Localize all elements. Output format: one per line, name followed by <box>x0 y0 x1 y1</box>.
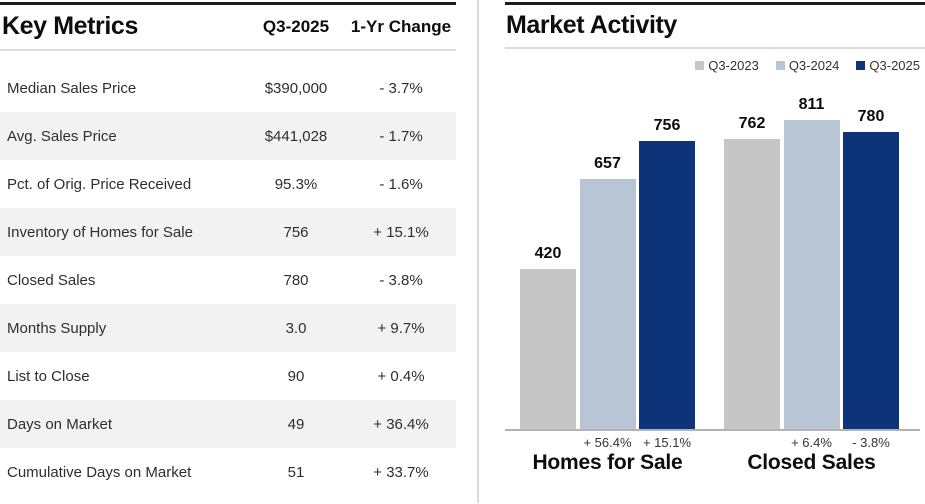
category-label-closed-sales: Closed Sales <box>692 451 925 475</box>
legend-item-q3-2025: Q3-2025 <box>856 58 920 73</box>
chart-baseline <box>505 429 920 431</box>
metric-value: 51 <box>246 464 346 481</box>
legend-swatch-icon <box>776 61 785 70</box>
metric-label: List to Close <box>0 368 246 385</box>
legend-label: Q3-2024 <box>789 58 840 73</box>
metric-label: Months Supply <box>0 320 246 337</box>
metric-change: - 1.7% <box>346 128 456 145</box>
column-header-quarter: Q3-2025 <box>246 17 346 37</box>
bar-value-label: 762 <box>712 115 792 133</box>
metric-label: Days on Market <box>0 416 246 433</box>
metric-value: 49 <box>246 416 346 433</box>
bar-q3-2025-homes-for-sale <box>639 141 695 429</box>
metric-change: + 36.4% <box>346 416 456 433</box>
legend-item-q3-2024: Q3-2024 <box>776 58 840 73</box>
legend-swatch-icon <box>856 61 865 70</box>
legend-label: Q3-2025 <box>869 58 920 73</box>
metric-change: - 3.7% <box>346 80 456 97</box>
metric-value: 756 <box>246 224 346 241</box>
metric-label: Closed Sales <box>0 272 246 289</box>
metric-label: Median Sales Price <box>0 80 246 97</box>
key-metrics-panel: Key Metrics Q3-2025 1-Yr Change Median S… <box>0 0 456 496</box>
bar-q3-2024-closed-sales <box>784 120 840 429</box>
metric-value: 90 <box>246 368 346 385</box>
key-metrics-table: Median Sales Price$390,000- 3.7%Avg. Sal… <box>0 64 456 496</box>
metric-value: 780 <box>246 272 346 289</box>
bar-q3-2023-homes-for-sale <box>520 269 576 429</box>
metric-label: Pct. of Orig. Price Received <box>0 176 246 193</box>
metric-change: + 15.1% <box>346 224 456 241</box>
bar-value-label: 657 <box>568 155 648 173</box>
metric-label: Avg. Sales Price <box>0 128 246 145</box>
pct-change-label: - 3.8% <box>826 435 916 450</box>
metric-change: + 33.7% <box>346 464 456 481</box>
key-metrics-title: Key Metrics <box>0 12 246 41</box>
bar-q3-2024-homes-for-sale <box>580 179 636 429</box>
table-row: Avg. Sales Price$441,028- 1.7% <box>0 112 456 160</box>
legend-swatch-icon <box>695 61 704 70</box>
legend-label: Q3-2023 <box>708 58 759 73</box>
panel-divider <box>477 0 479 503</box>
key-metrics-header: Key Metrics Q3-2025 1-Yr Change <box>0 5 456 51</box>
chart-legend: Q3-2023 Q3-2024 Q3-2025 <box>505 58 925 73</box>
metric-label: Inventory of Homes for Sale <box>0 224 246 241</box>
metric-change: - 1.6% <box>346 176 456 193</box>
metric-value: 3.0 <box>246 320 346 337</box>
metric-label: Cumulative Days on Market <box>0 464 246 481</box>
metric-change: - 3.8% <box>346 272 456 289</box>
bar-value-label: 420 <box>508 245 588 263</box>
bar-q3-2023-closed-sales <box>724 139 780 429</box>
bar-q3-2025-closed-sales <box>843 132 899 429</box>
market-activity-panel: Market Activity Q3-2023 Q3-2024 Q3-2025 42… <box>505 0 925 504</box>
metric-value: $441,028 <box>246 128 346 145</box>
metric-change: + 9.7% <box>346 320 456 337</box>
bar-value-label: 756 <box>627 117 707 135</box>
metric-value: 95.3% <box>246 176 346 193</box>
legend-item-q3-2023: Q3-2023 <box>695 58 759 73</box>
column-header-1yr-change: 1-Yr Change <box>346 17 456 37</box>
metric-change: + 0.4% <box>346 368 456 385</box>
pct-change-label: + 15.1% <box>622 435 712 450</box>
bar-value-label: 780 <box>831 108 911 126</box>
table-row: Median Sales Price$390,000- 3.7% <box>0 64 456 112</box>
market-activity-header: Market Activity <box>505 5 925 49</box>
market-activity-title: Market Activity <box>505 11 925 40</box>
metric-value: $390,000 <box>246 80 346 97</box>
